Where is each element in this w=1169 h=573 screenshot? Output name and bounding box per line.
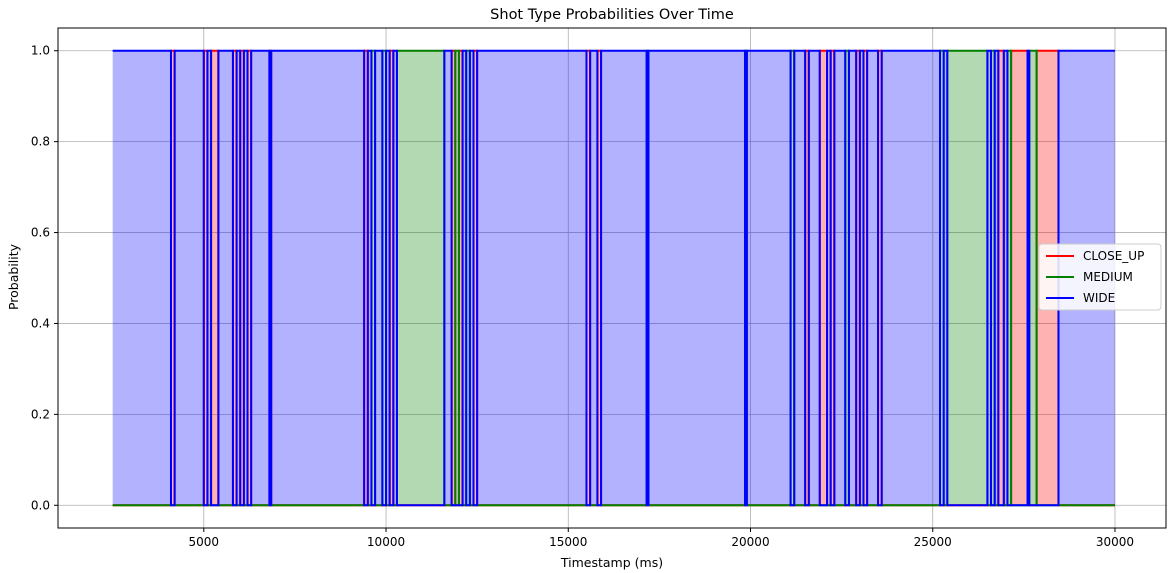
area-fill-close-up [856, 50, 860, 506]
area-fill-close-up [1011, 50, 1028, 506]
x-tick-label: 10000 [367, 535, 405, 549]
area-fill-close-up [240, 50, 244, 506]
chart-title: Shot Type Probabilities Over Time [490, 7, 734, 23]
y-axis-label: Probability [6, 243, 21, 310]
area-fill-wide [236, 50, 241, 506]
area-fill-medium [845, 50, 849, 506]
area-fill-medium [371, 50, 376, 506]
area-fill-wide [590, 50, 598, 506]
area-fill-close-up [247, 50, 252, 506]
y-tick-label: 0.8 [31, 135, 50, 149]
area-fill-close-up [863, 50, 868, 506]
area-fill-wide [462, 50, 467, 506]
area-fill-close-up [211, 50, 219, 506]
area-fill-close-up [597, 50, 602, 506]
area-fill-wide [648, 50, 746, 506]
area-fill-medium [382, 50, 387, 506]
area-fill-close-up [998, 50, 1004, 506]
x-tick-label: 25000 [914, 535, 952, 549]
area-fill-wide [859, 50, 864, 506]
legend-label: CLOSE_UP [1083, 249, 1144, 263]
area-fill-wide [746, 50, 791, 506]
area-fill-wide [834, 50, 846, 506]
area-fill-medium [991, 50, 995, 506]
x-tick-label: 5000 [189, 535, 220, 549]
area-fill-medium [790, 50, 795, 506]
area-fill-close-up [830, 50, 835, 506]
area-fill-wide [477, 50, 587, 506]
area-fill-medium [940, 50, 944, 506]
x-tick-label: 15000 [549, 535, 587, 549]
legend-label: WIDE [1083, 291, 1115, 305]
area-fill-wide [207, 50, 212, 506]
area-fill-wide [386, 50, 390, 506]
area-fill-close-up [805, 50, 809, 506]
area-fill-wide [367, 50, 372, 506]
area-fill-wide [1003, 50, 1008, 506]
series-line-wide [112, 49, 1115, 507]
area-fill-wide [243, 50, 248, 506]
area-fill-medium [947, 50, 988, 506]
area-fill-wide [794, 50, 806, 506]
legend-label: MEDIUM [1083, 270, 1133, 284]
area-fill-wide [469, 50, 474, 506]
area-fill-close-up [364, 50, 368, 506]
area-fills [112, 50, 1115, 506]
area-fill-wide [848, 50, 857, 506]
y-tick-label: 0.2 [31, 407, 50, 421]
area-fill-wide [375, 50, 383, 506]
area-fill-wide [867, 50, 879, 506]
area-fill-close-up [473, 50, 478, 506]
x-axis-label: Timestamp (ms) [560, 555, 663, 570]
area-fill-close-up [878, 50, 882, 506]
area-fill-wide [174, 50, 204, 506]
area-fill-medium [1007, 50, 1012, 506]
y-tick-label: 0.6 [31, 226, 50, 240]
y-tick-label: 0.4 [31, 316, 50, 330]
area-fill-close-up [451, 50, 456, 506]
area-fill-wide [218, 50, 233, 506]
axis-ticks: 5000 10000 15000 20000 25000 30000 0.0 0.2 0.4 0.… [31, 44, 1134, 549]
area-fill-medium [455, 50, 459, 506]
area-fill-close-up [203, 50, 208, 506]
area-fill-close-up [586, 50, 591, 506]
area-fill-wide [112, 50, 171, 506]
y-tick-label: 1.0 [31, 44, 50, 58]
y-tick-label: 0.0 [31, 498, 50, 512]
area-fill-wide [601, 50, 647, 506]
area-fill-wide [444, 50, 452, 506]
area-fill-wide [251, 50, 270, 506]
x-tick-label: 30000 [1096, 535, 1134, 549]
area-fill-wide [881, 50, 941, 506]
plot-frame [57, 27, 1167, 529]
area-fill-medium [396, 50, 445, 506]
area-fill-wide [987, 50, 992, 506]
area-fill-close-up [819, 50, 828, 506]
area-fill-wide [994, 50, 999, 506]
area-fill-wide [808, 50, 820, 506]
legend-box [1038, 243, 1162, 311]
area-fill-close-up [458, 50, 463, 506]
area-fill-close-up [389, 50, 394, 506]
series-lines [112, 49, 1115, 507]
area-fill-close-up [232, 50, 237, 506]
area-fill-wide [271, 50, 365, 506]
area-fill-medium [466, 50, 470, 506]
area-fill-medium [1029, 50, 1037, 506]
area-fill-wide [393, 50, 397, 506]
x-tick-label: 20000 [731, 535, 769, 549]
legend: CLOSE_UP MEDIUM WIDE [1038, 243, 1162, 311]
area-fill-close-up [170, 50, 175, 506]
area-fill-wide [943, 50, 948, 506]
area-fill-wide [827, 50, 831, 506]
